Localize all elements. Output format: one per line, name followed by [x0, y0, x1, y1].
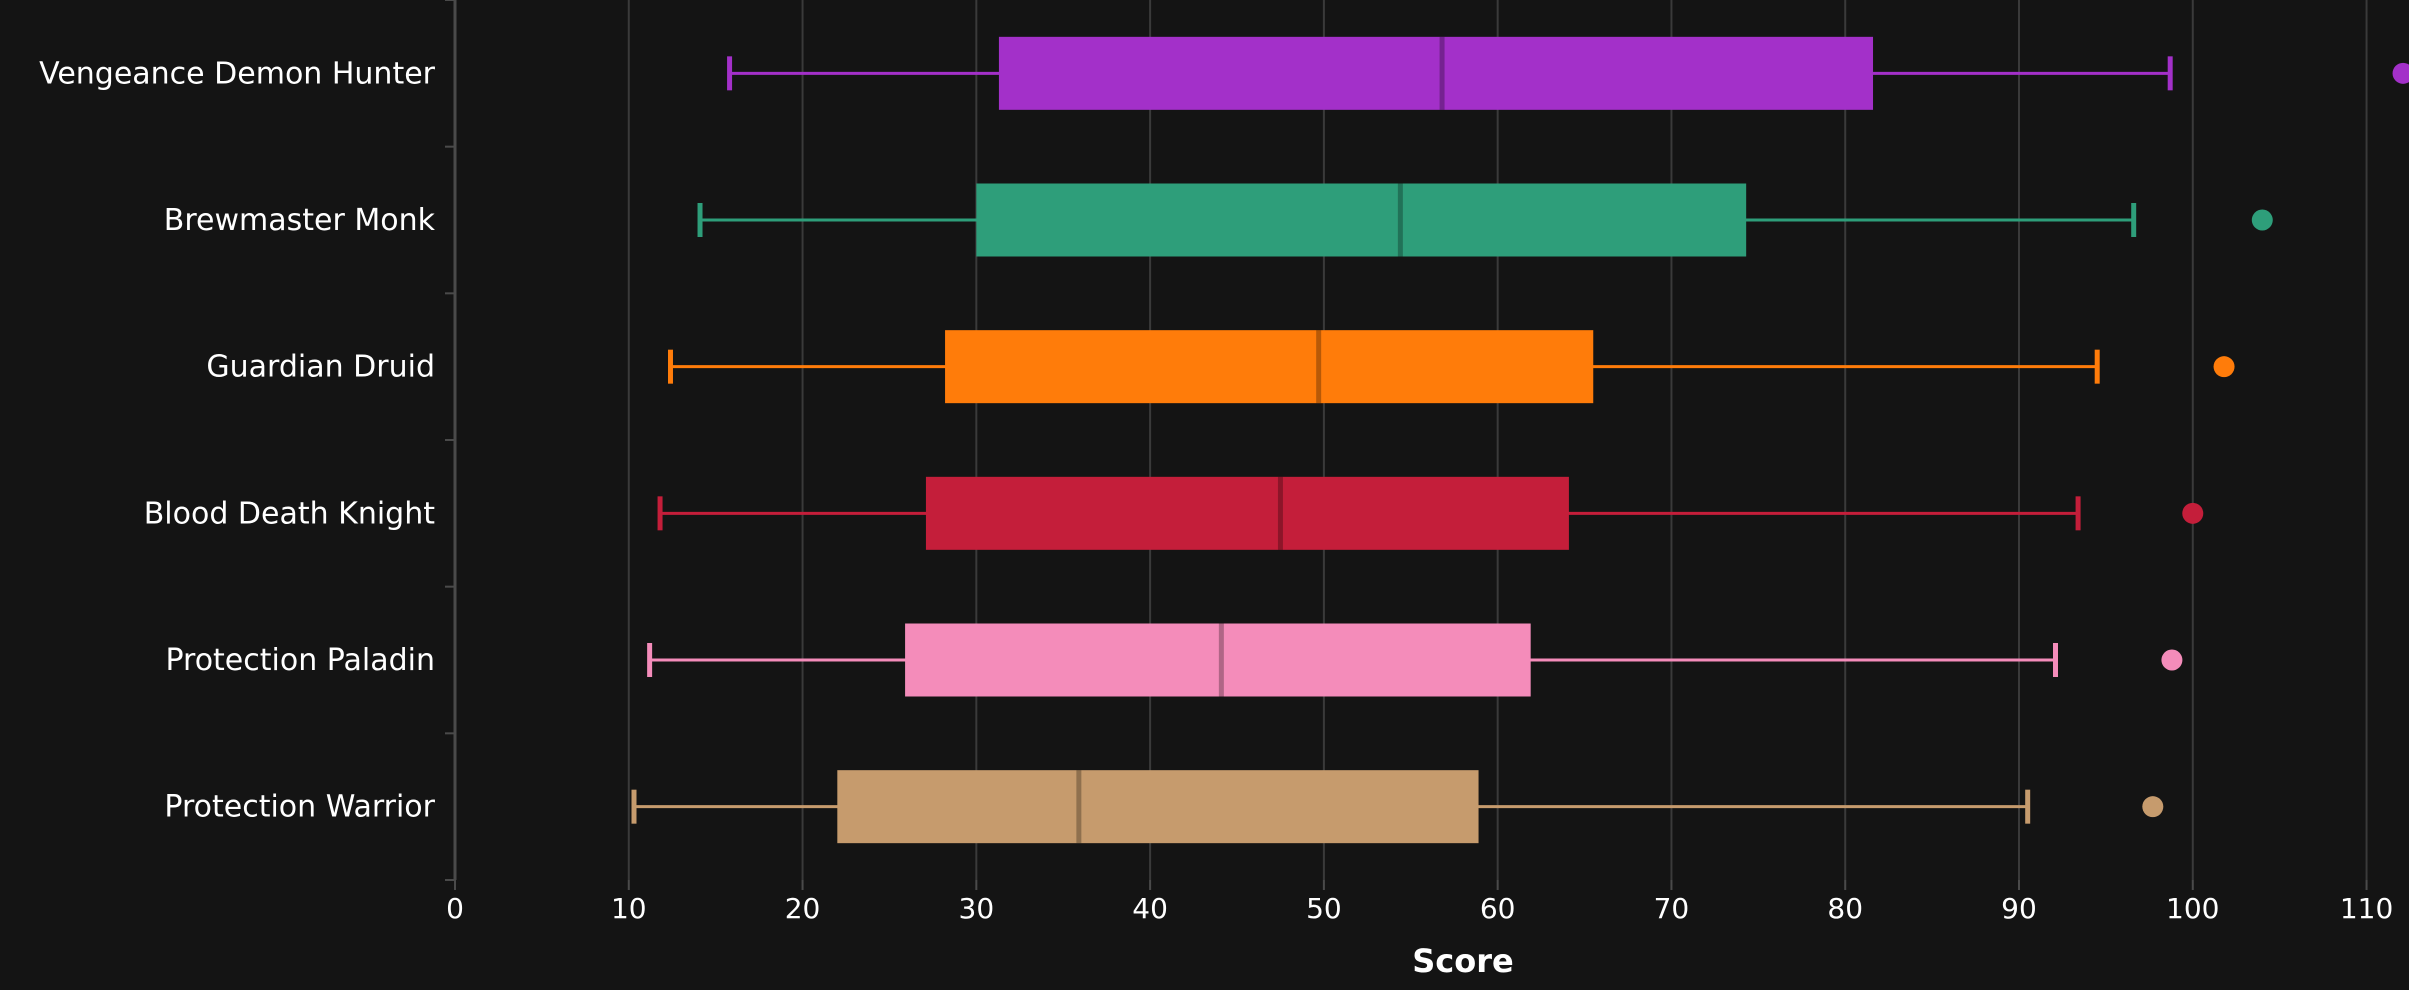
outlier-point [2392, 62, 2409, 84]
x-tick-label: 60 [1480, 892, 1516, 925]
outlier-point [2161, 649, 2183, 671]
iqr-box [837, 770, 1479, 844]
x-tick-label: 70 [1654, 892, 1690, 925]
box-series [647, 623, 2183, 697]
category-label: Blood Death Knight [144, 496, 436, 531]
box-series [667, 330, 2235, 404]
boxes [631, 36, 2409, 844]
box-series [697, 183, 2273, 257]
x-axis-title: Score [1412, 942, 1513, 980]
category-labels: Vengeance Demon Hunter Brewmaster Monk Gua… [39, 56, 436, 824]
x-tick-label: 110 [2340, 892, 2393, 925]
iqr-box [945, 330, 1594, 404]
category-label: Brewmaster Monk [164, 203, 436, 238]
x-tick-label: 20 [785, 892, 821, 925]
category-label: Protection Warrior [164, 790, 435, 825]
box-series [657, 476, 2204, 550]
x-tick-labels: 0 10 20 30 40 50 60 70 80 90 100 110 [446, 892, 2393, 925]
iqr-box [905, 623, 1531, 697]
axes [445, 0, 2368, 890]
iqr-box [925, 476, 1569, 550]
outlier-point [2182, 502, 2204, 524]
iqr-box [998, 36, 1874, 110]
x-tick-label: 40 [1132, 892, 1168, 925]
iqr-box [976, 183, 1747, 257]
box-series [727, 36, 2409, 110]
category-label: Guardian Druid [206, 350, 435, 385]
x-tick-label: 50 [1306, 892, 1342, 925]
x-tick-label: 100 [2166, 892, 2219, 925]
grid-lines [627, 0, 2368, 880]
category-label: Vengeance Demon Hunter [39, 56, 436, 91]
outlier-point [2251, 209, 2273, 231]
x-tick-label: 80 [1827, 892, 1863, 925]
x-tick-label: 10 [611, 892, 647, 925]
outlier-point [2142, 796, 2164, 818]
box-series [631, 770, 2164, 844]
category-label: Protection Paladin [165, 643, 435, 678]
x-tick-label: 30 [959, 892, 995, 925]
x-tick-label: 90 [2001, 892, 2037, 925]
x-tick-label: 0 [446, 892, 464, 925]
outlier-point [2213, 356, 2235, 378]
